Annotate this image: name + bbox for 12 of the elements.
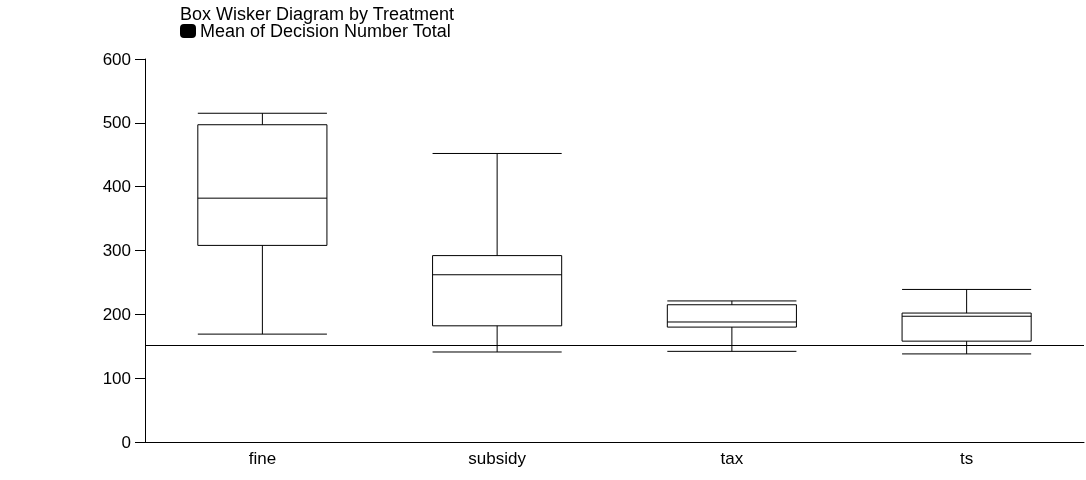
chart-title: Box Wisker Diagram by Treatment: [180, 4, 455, 24]
x-tick-label: tax: [720, 449, 744, 468]
y-tick-label: 200: [102, 304, 131, 324]
y-tick-label: 0: [121, 432, 131, 452]
y-tick-label: 500: [102, 113, 131, 133]
y-tick-label: 600: [102, 49, 131, 69]
y-tick-label: 100: [102, 368, 131, 388]
x-tick-label: ts: [960, 449, 974, 468]
y-tick-label: 300: [102, 241, 131, 260]
y-tick-label: 400: [102, 177, 131, 197]
x-tick-label: fine: [248, 449, 277, 468]
x-tick-label: subsidy: [468, 449, 527, 468]
